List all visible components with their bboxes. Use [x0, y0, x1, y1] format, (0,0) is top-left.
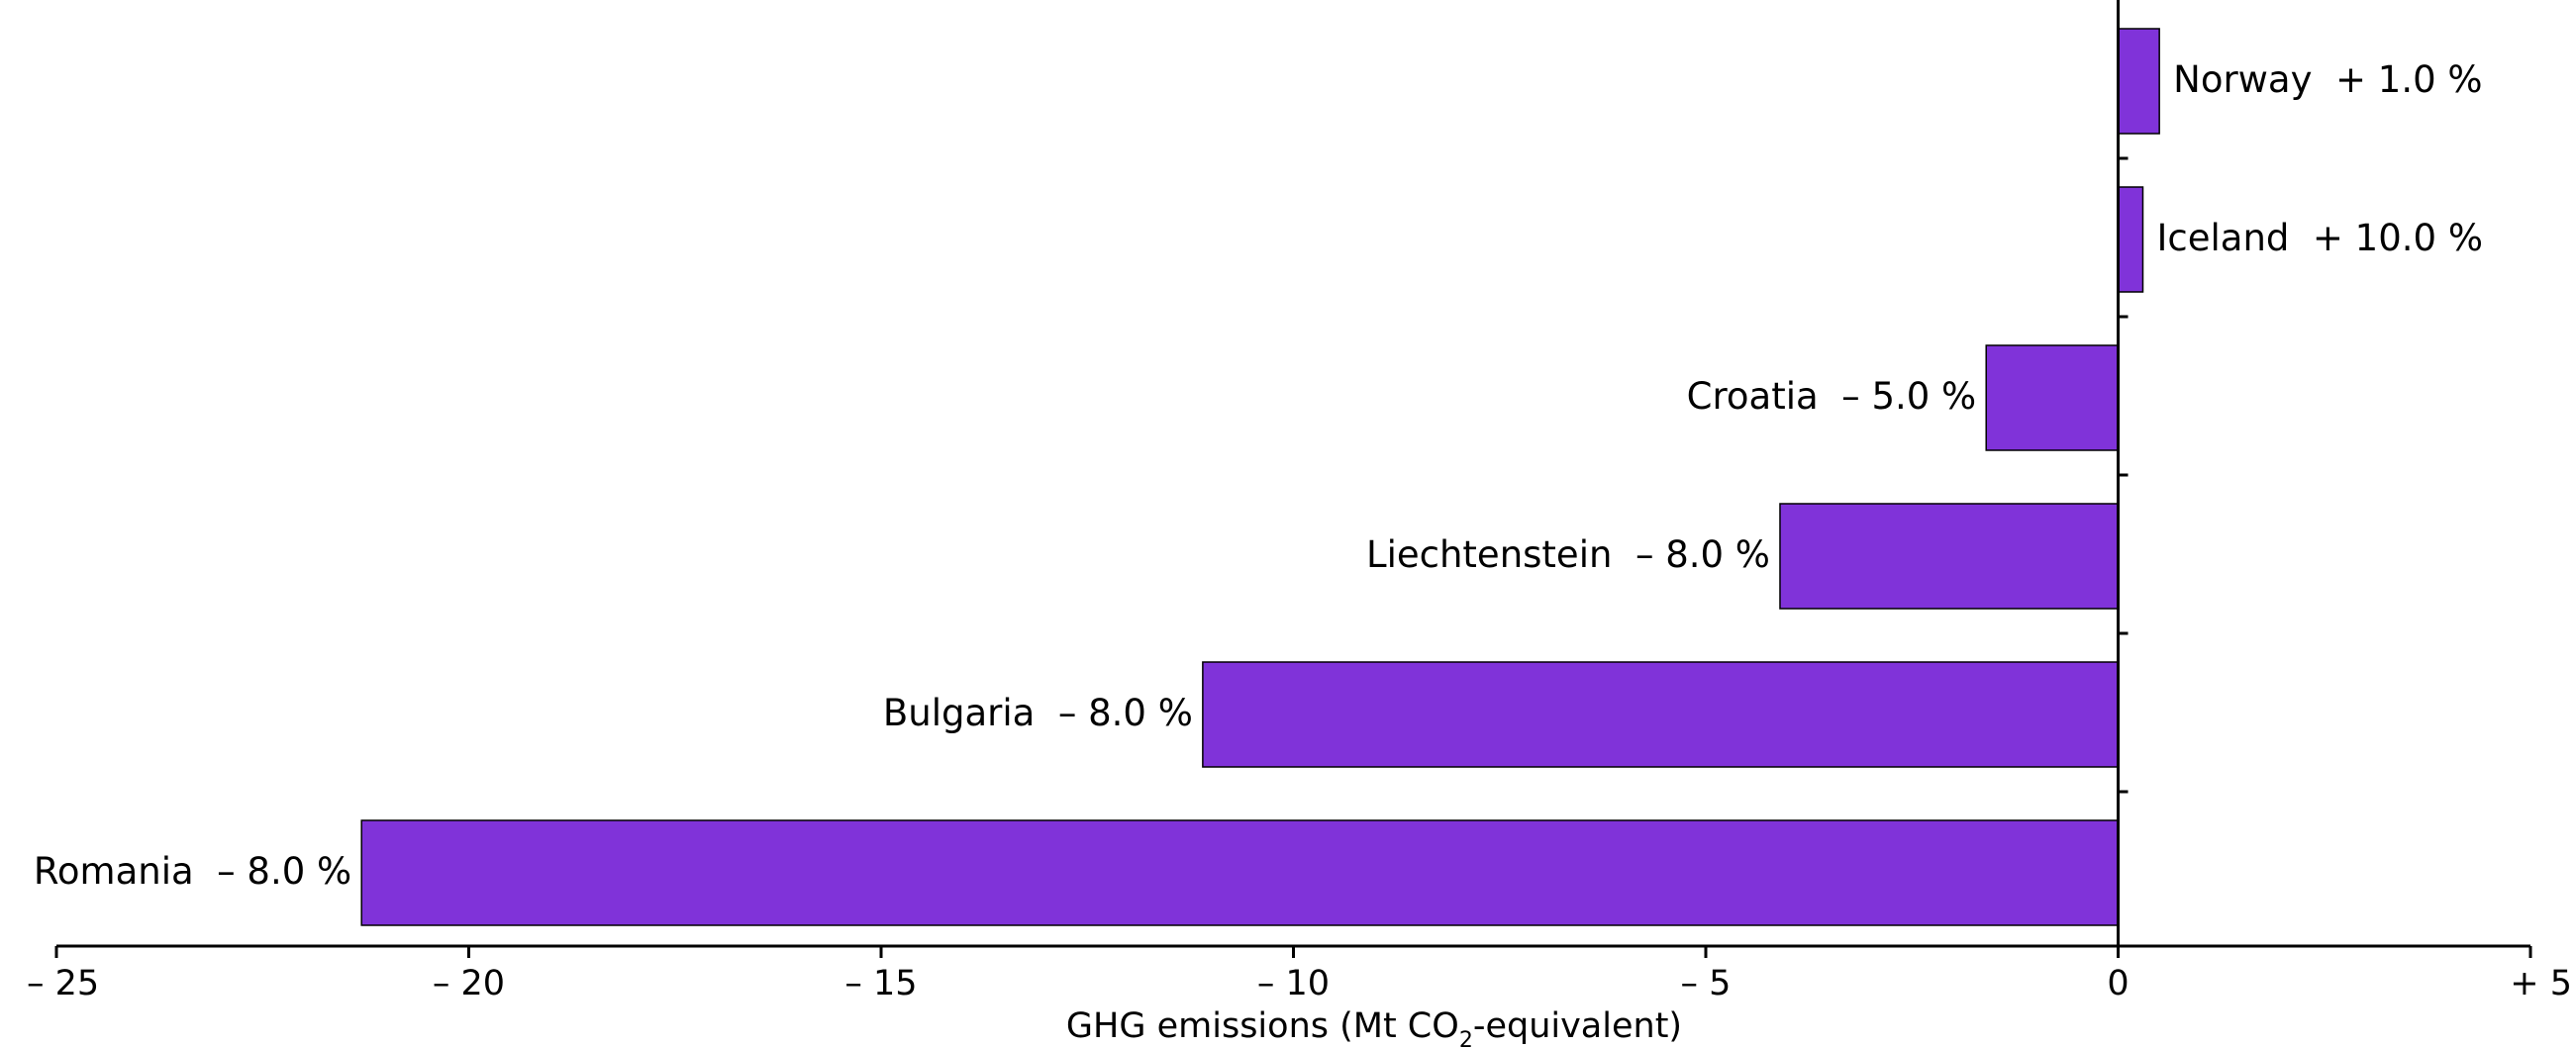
- bar-bulgaria: [1202, 661, 2120, 768]
- bar-romania: [360, 819, 2120, 926]
- x-axis-title-prefix: GHG emissions (Mt CO: [1066, 1006, 1459, 1046]
- x-tick-label: + 5: [2510, 964, 2572, 1003]
- x-axis-title-suffix: -equivalent): [1473, 1006, 1682, 1046]
- bar-label-norway: Norway + 1.0 %: [2173, 58, 2482, 101]
- bar-labels-group: Norway + 1.0 % Iceland + 10.0 % Croatia – …: [34, 58, 2483, 893]
- bar-label-romania: Romania – 8.0 %: [34, 850, 351, 893]
- bar-liechtenstein: [1779, 503, 2120, 610]
- x-axis-title-subscript: 2: [1459, 1028, 1473, 1048]
- bar-label-bulgaria: Bulgaria – 8.0 %: [883, 692, 1193, 734]
- x-axis-title: GHG emissions (Mt CO2-equivalent): [1066, 1006, 1682, 1048]
- bars-group: [360, 28, 2160, 926]
- bar-label-liechtenstein: Liechtenstein – 8.0 %: [1366, 533, 1770, 576]
- x-tick-label: – 15: [844, 964, 917, 1003]
- x-tick-label: – 5: [1681, 964, 1732, 1003]
- bar-croatia: [1985, 344, 2120, 451]
- axes-group: [54, 0, 2532, 958]
- x-tick-label: – 10: [1257, 964, 1330, 1003]
- x-tick-label: 0: [2107, 964, 2129, 1003]
- bar-iceland: [2117, 186, 2144, 293]
- x-tick-label: – 25: [27, 964, 99, 1003]
- bar-norway: [2117, 28, 2160, 135]
- x-tick-label: – 20: [433, 964, 505, 1003]
- bar-label-iceland: Iceland + 10.0 %: [2156, 217, 2483, 259]
- x-tick-labels-group: – 25 – 20 – 15 – 10 – 5 0 + 5: [27, 964, 2572, 1003]
- bar-label-croatia: Croatia – 5.0 %: [1687, 375, 1977, 418]
